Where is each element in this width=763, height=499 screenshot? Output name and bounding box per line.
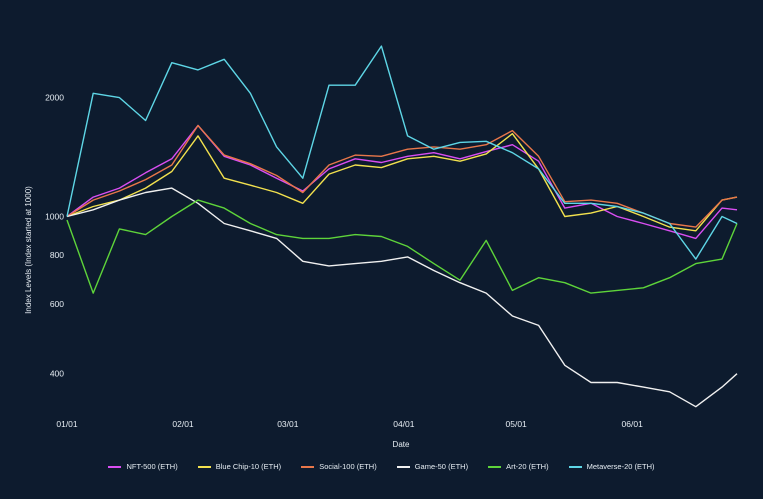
legend-item-social-100-eth[interactable]: Social-100 (ETH): [301, 462, 377, 471]
x-tick-label: 02/01: [172, 419, 194, 429]
series-line-game-50-eth: [66, 187, 738, 408]
legend-swatch: [396, 465, 410, 468]
series-line-metaverse-20-eth: [66, 45, 738, 260]
x-tick-label: 04/01: [393, 419, 415, 429]
legend-label: Social-100 (ETH): [319, 462, 377, 471]
legend-label: Art-20 (ETH): [506, 462, 549, 471]
legend-swatch: [568, 465, 582, 468]
legend: NFT-500 (ETH) Blue Chip-10 (ETH) Social-10…: [0, 462, 763, 471]
y-axis-ticks: 400 600 800 1000 2000: [45, 93, 64, 379]
legend-label: Game-50 (ETH): [414, 462, 469, 471]
series-line-art-20-eth: [66, 199, 738, 294]
series-line-blue-chip-10-eth: [66, 132, 738, 232]
y-tick-label: 400: [50, 369, 64, 379]
y-tick-label: 600: [50, 299, 64, 309]
y-tick-label: 2000: [45, 93, 64, 103]
legend-item-metaverse-20-eth[interactable]: Metaverse-20 (ETH): [568, 462, 655, 471]
legend-label: NFT-500 (ETH): [126, 462, 178, 471]
legend-item-nft-500-eth[interactable]: NFT-500 (ETH): [108, 462, 178, 471]
y-tick-label: 800: [50, 250, 64, 260]
legend-swatch: [108, 465, 122, 468]
legend-item-blue-chip-10-eth[interactable]: Blue Chip-10 (ETH): [197, 462, 282, 471]
legend-swatch: [301, 465, 315, 468]
legend-item-game-50-eth[interactable]: Game-50 (ETH): [396, 462, 469, 471]
y-axis-title: Index Levels (Index started at 1000): [24, 186, 33, 314]
y-tick-label: 1000: [45, 211, 64, 221]
x-tick-label: 01/01: [56, 419, 78, 429]
series-line-social-100-eth: [66, 124, 738, 228]
legend-label: Metaverse-20 (ETH): [586, 462, 655, 471]
x-tick-label: 05/01: [506, 419, 528, 429]
x-tick-label: 06/01: [622, 419, 644, 429]
legend-label: Blue Chip-10 (ETH): [215, 462, 282, 471]
x-axis-ticks: 01/01 02/01 03/01 04/01 05/01 06/01: [56, 419, 643, 429]
series-line-nft-500-eth: [66, 124, 738, 240]
legend-item-art-20-eth[interactable]: Art-20 (ETH): [488, 462, 549, 471]
legend-swatch: [488, 465, 502, 468]
series-lines: [66, 45, 738, 408]
legend-swatch: [197, 465, 211, 468]
x-tick-label: 03/01: [277, 419, 299, 429]
x-axis-title: Date: [393, 440, 410, 449]
